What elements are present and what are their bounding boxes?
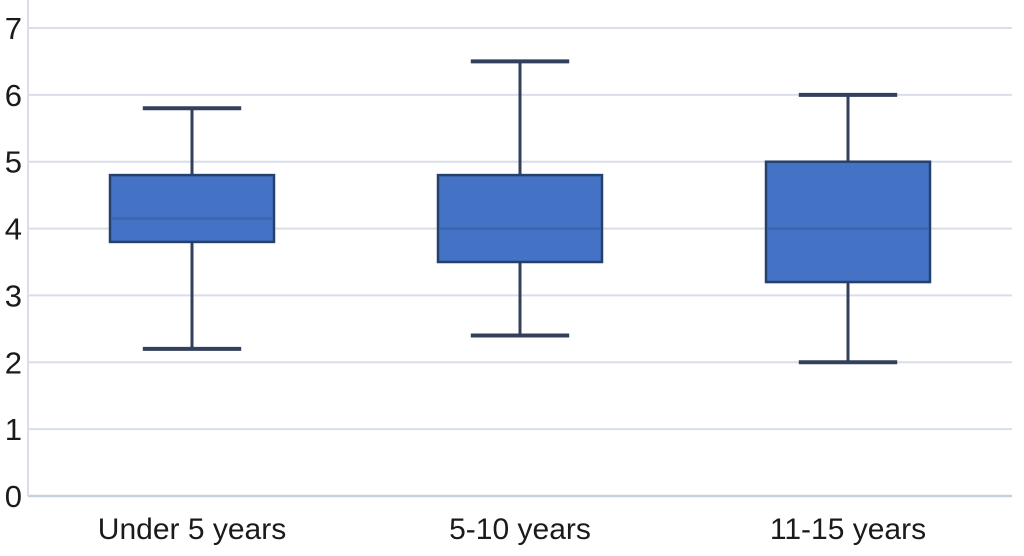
- iqr-box: [436, 173, 604, 264]
- iqr-box: [764, 160, 932, 284]
- y-tick-label: 7: [5, 11, 22, 46]
- y-tick-label: 0: [5, 479, 22, 514]
- y-tick-label: 5: [5, 145, 22, 180]
- x-category-label: 5-10 years: [449, 513, 591, 546]
- box-group: Under 5 years: [98, 106, 286, 546]
- y-tick-label: 3: [5, 278, 22, 313]
- x-category-label: Under 5 years: [98, 513, 286, 546]
- y-tick-label: 6: [5, 78, 22, 113]
- y-tick-label: 2: [5, 345, 22, 380]
- box-group: 5-10 years: [436, 59, 604, 546]
- y-tick-label: 4: [5, 212, 22, 247]
- box-group: 11-15 years: [764, 92, 932, 546]
- x-category-label: 11-15 years: [770, 513, 926, 546]
- y-tick-label: 1: [5, 412, 22, 447]
- iqr-box: [108, 173, 276, 244]
